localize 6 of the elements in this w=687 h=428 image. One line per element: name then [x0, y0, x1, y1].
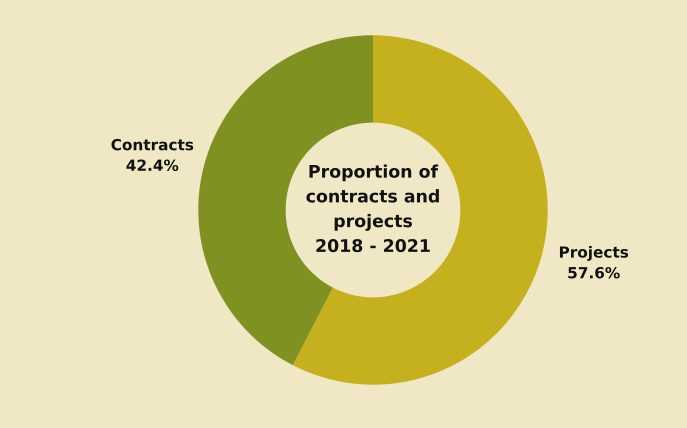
data-label: 57.6%: [568, 266, 620, 279]
slice-label: Projects: [560, 246, 628, 261]
text: Proportion of contracts and projects 2018 - 2021: [306, 164, 439, 252]
data-label: 42.4%: [126, 159, 178, 172]
slice-label: Contracts: [111, 138, 194, 150]
donut-slice: [292, 35, 548, 385]
